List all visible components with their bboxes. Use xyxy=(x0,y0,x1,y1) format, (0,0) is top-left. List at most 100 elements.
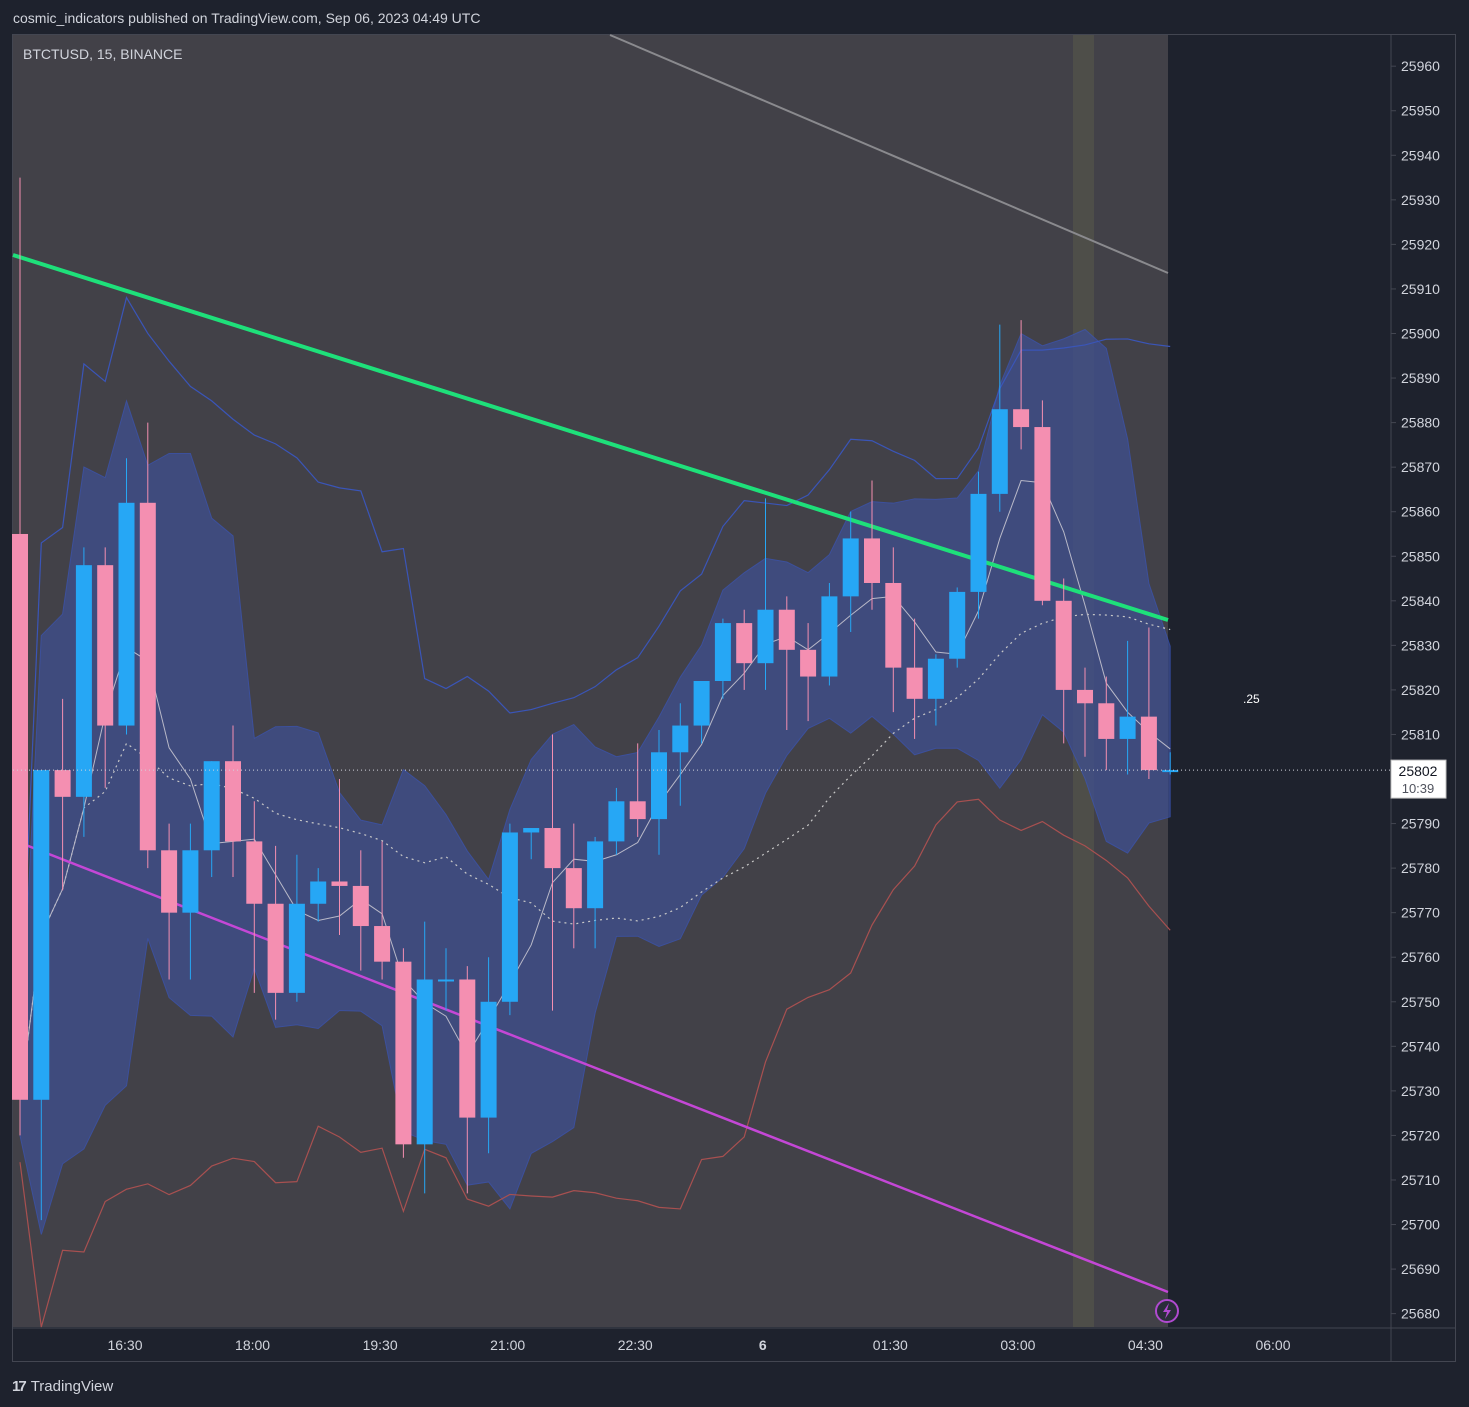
candle-body[interactable] xyxy=(395,961,412,1145)
y-tick-label: 25760 xyxy=(1401,949,1440,965)
candle-body[interactable] xyxy=(906,667,923,699)
candle-body[interactable] xyxy=(608,801,625,842)
candle-body[interactable] xyxy=(629,801,646,820)
tradingview-logo-icon[interactable]: 17 xyxy=(12,1377,27,1395)
y-tick-label: 25770 xyxy=(1401,905,1440,921)
footer-brand: TradingView xyxy=(30,1377,114,1395)
candle-body[interactable] xyxy=(97,565,114,726)
x-tick-label: 6 xyxy=(759,1337,767,1353)
candle-body[interactable] xyxy=(139,502,156,851)
y-tick-label: 25930 xyxy=(1401,192,1440,208)
y-tick-label: 25710 xyxy=(1401,1172,1440,1188)
candle-body[interactable] xyxy=(352,885,369,927)
y-tick-label: 25830 xyxy=(1401,637,1440,653)
candle-body[interactable] xyxy=(1077,689,1093,704)
candle-body[interactable] xyxy=(438,979,454,982)
candle-body[interactable] xyxy=(1098,703,1115,739)
candle-body[interactable] xyxy=(842,538,859,597)
candle-body[interactable] xyxy=(523,828,540,833)
candle-body[interactable] xyxy=(970,493,987,592)
x-tick-label: 21:00 xyxy=(490,1337,525,1353)
candle-body[interactable] xyxy=(182,850,199,913)
candle-body[interactable] xyxy=(736,623,753,664)
candle-body[interactable] xyxy=(459,979,476,1118)
y-tick-label: 25790 xyxy=(1401,816,1440,832)
x-tick-label: 16:30 xyxy=(107,1337,142,1353)
y-tick-label: 25940 xyxy=(1401,147,1440,163)
candle-body[interactable] xyxy=(267,903,284,993)
candle-body[interactable] xyxy=(501,832,518,1002)
y-tick-label: 25890 xyxy=(1401,370,1440,386)
candle-body[interactable] xyxy=(33,770,50,1100)
candle-body[interactable] xyxy=(225,761,241,842)
candle-body[interactable] xyxy=(885,582,902,668)
candle-body[interactable] xyxy=(1140,716,1157,771)
publish-header: cosmic_indicators published on TradingVi… xyxy=(0,0,1469,36)
candle-body[interactable] xyxy=(714,623,731,681)
candle-body[interactable] xyxy=(864,538,880,583)
candle-body[interactable] xyxy=(991,409,1008,494)
candle-body[interactable] xyxy=(1055,600,1072,690)
candle-body[interactable] xyxy=(12,533,28,1100)
candle-body[interactable] xyxy=(310,881,327,904)
candle-body[interactable] xyxy=(1034,427,1051,601)
y-tick-label: 25880 xyxy=(1401,415,1440,431)
candle-body[interactable] xyxy=(565,868,582,909)
x-tick-label: 19:30 xyxy=(363,1337,398,1353)
x-tick-label: 22:30 xyxy=(618,1337,653,1353)
candle-timer-label: 10:39 xyxy=(1402,781,1435,796)
y-tick-label: 25740 xyxy=(1401,1038,1440,1054)
y-tick-label: 25730 xyxy=(1401,1083,1440,1099)
candle-body[interactable] xyxy=(693,681,710,726)
volatility-band xyxy=(19,328,1171,1235)
x-tick-label: 18:00 xyxy=(235,1337,270,1353)
x-tick-label: 03:00 xyxy=(1000,1337,1035,1353)
x-tick-label: 04:30 xyxy=(1128,1337,1163,1353)
candle-body[interactable] xyxy=(544,828,561,869)
candle-body[interactable] xyxy=(1119,716,1136,739)
candle-body[interactable] xyxy=(374,926,391,962)
candle-body[interactable] xyxy=(1013,409,1030,428)
last-price-label: 25802 xyxy=(1399,763,1438,779)
candle-body[interactable] xyxy=(416,979,433,1145)
y-tick-label: 25900 xyxy=(1401,325,1440,341)
candle-body[interactable] xyxy=(587,841,604,909)
y-tick-label: 25870 xyxy=(1401,459,1440,475)
candle-body[interactable] xyxy=(800,649,817,677)
candle-body[interactable] xyxy=(246,841,263,904)
candle-body[interactable] xyxy=(288,903,305,993)
y-tick-label: 25910 xyxy=(1401,281,1440,297)
footer: 17 TradingView xyxy=(12,1374,113,1398)
candle-body[interactable] xyxy=(480,1001,497,1118)
candle-body[interactable] xyxy=(203,761,220,851)
candle-body[interactable] xyxy=(54,770,71,797)
candle-body[interactable] xyxy=(331,881,348,886)
y-tick-label: 25810 xyxy=(1401,726,1440,742)
x-tick-label: 06:00 xyxy=(1255,1337,1290,1353)
candle-body[interactable] xyxy=(651,752,667,820)
y-tick-label: 25840 xyxy=(1401,593,1440,609)
candle-body[interactable] xyxy=(75,565,92,797)
candle-body[interactable] xyxy=(757,609,774,664)
candle-body[interactable] xyxy=(927,658,944,699)
last-price-badge xyxy=(1390,759,1447,799)
candle-body[interactable] xyxy=(949,591,966,659)
y-tick-label: 25920 xyxy=(1401,236,1440,252)
candle-body[interactable] xyxy=(161,850,178,913)
purple-trendline xyxy=(12,838,1169,1294)
y-tick-label: 25690 xyxy=(1401,1261,1440,1277)
symbol-label: BTCTUSD, 15, BINANCE xyxy=(23,46,182,62)
y-tick-label: 25750 xyxy=(1401,994,1440,1010)
floating-value-label: .25 xyxy=(1243,692,1260,706)
candle-body[interactable] xyxy=(672,725,689,753)
candle-body[interactable] xyxy=(821,596,838,677)
candle-body[interactable] xyxy=(118,502,135,726)
y-tick-label: 25820 xyxy=(1401,682,1440,698)
y-tick-label: 25850 xyxy=(1401,548,1440,564)
candle-body[interactable] xyxy=(778,609,795,650)
candle-body[interactable] xyxy=(1162,770,1179,773)
y-tick-label: 25950 xyxy=(1401,103,1440,119)
lightning-icon[interactable] xyxy=(1155,1299,1179,1323)
y-tick-label: 25860 xyxy=(1401,504,1440,520)
